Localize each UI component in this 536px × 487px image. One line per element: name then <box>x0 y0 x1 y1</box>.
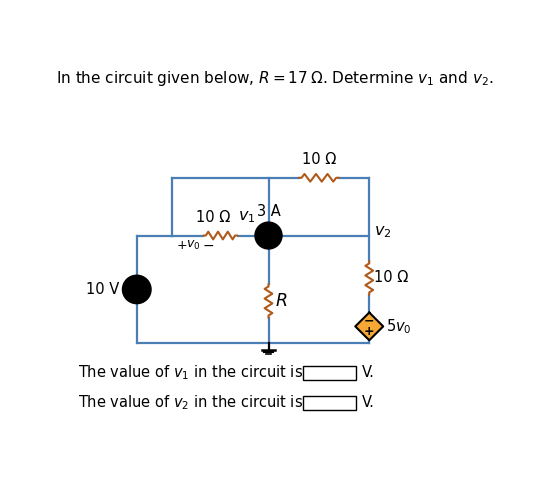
Polygon shape <box>355 313 383 340</box>
Text: The value of $v_1$ in the circuit is: The value of $v_1$ in the circuit is <box>78 363 303 382</box>
Text: 10 Ω: 10 Ω <box>374 270 408 285</box>
Text: V.: V. <box>361 365 374 380</box>
Text: +: + <box>131 278 142 291</box>
Text: +: + <box>176 239 187 252</box>
Circle shape <box>123 276 151 303</box>
Text: $v_2$: $v_2$ <box>374 225 391 240</box>
Text: 10 V: 10 V <box>86 282 120 297</box>
Text: −: − <box>203 239 214 253</box>
Text: In the circuit given below, $R$ = 17 Ω. Determine $v_1$ and $v_2$.: In the circuit given below, $R$ = 17 Ω. … <box>56 69 494 88</box>
Text: −: − <box>130 287 143 302</box>
Text: V.: V. <box>361 395 374 410</box>
FancyBboxPatch shape <box>303 366 356 379</box>
Text: $R$: $R$ <box>275 292 287 310</box>
Circle shape <box>255 223 282 249</box>
Text: 3 A: 3 A <box>257 205 280 219</box>
Text: $v_0$: $v_0$ <box>185 239 200 252</box>
Text: $v_1$: $v_1$ <box>237 209 255 225</box>
FancyBboxPatch shape <box>303 396 356 410</box>
Text: The value of $v_2$ in the circuit is: The value of $v_2$ in the circuit is <box>78 393 303 412</box>
Text: $5v_0$: $5v_0$ <box>386 317 412 336</box>
Text: 10 Ω: 10 Ω <box>302 152 336 167</box>
Text: +: + <box>364 325 375 338</box>
Text: 10 Ω: 10 Ω <box>196 210 230 225</box>
Text: −: − <box>364 315 375 328</box>
